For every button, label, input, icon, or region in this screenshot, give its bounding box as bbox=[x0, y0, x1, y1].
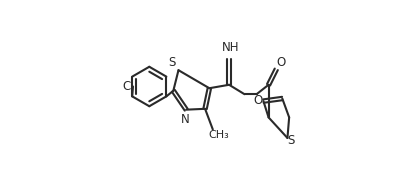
Text: Cl: Cl bbox=[122, 80, 134, 93]
Text: O: O bbox=[254, 94, 263, 107]
Text: N: N bbox=[181, 113, 190, 126]
Text: CH₃: CH₃ bbox=[208, 130, 229, 140]
Text: S: S bbox=[288, 134, 295, 147]
Text: NH: NH bbox=[222, 40, 239, 53]
Text: S: S bbox=[168, 56, 175, 69]
Text: O: O bbox=[276, 56, 285, 69]
